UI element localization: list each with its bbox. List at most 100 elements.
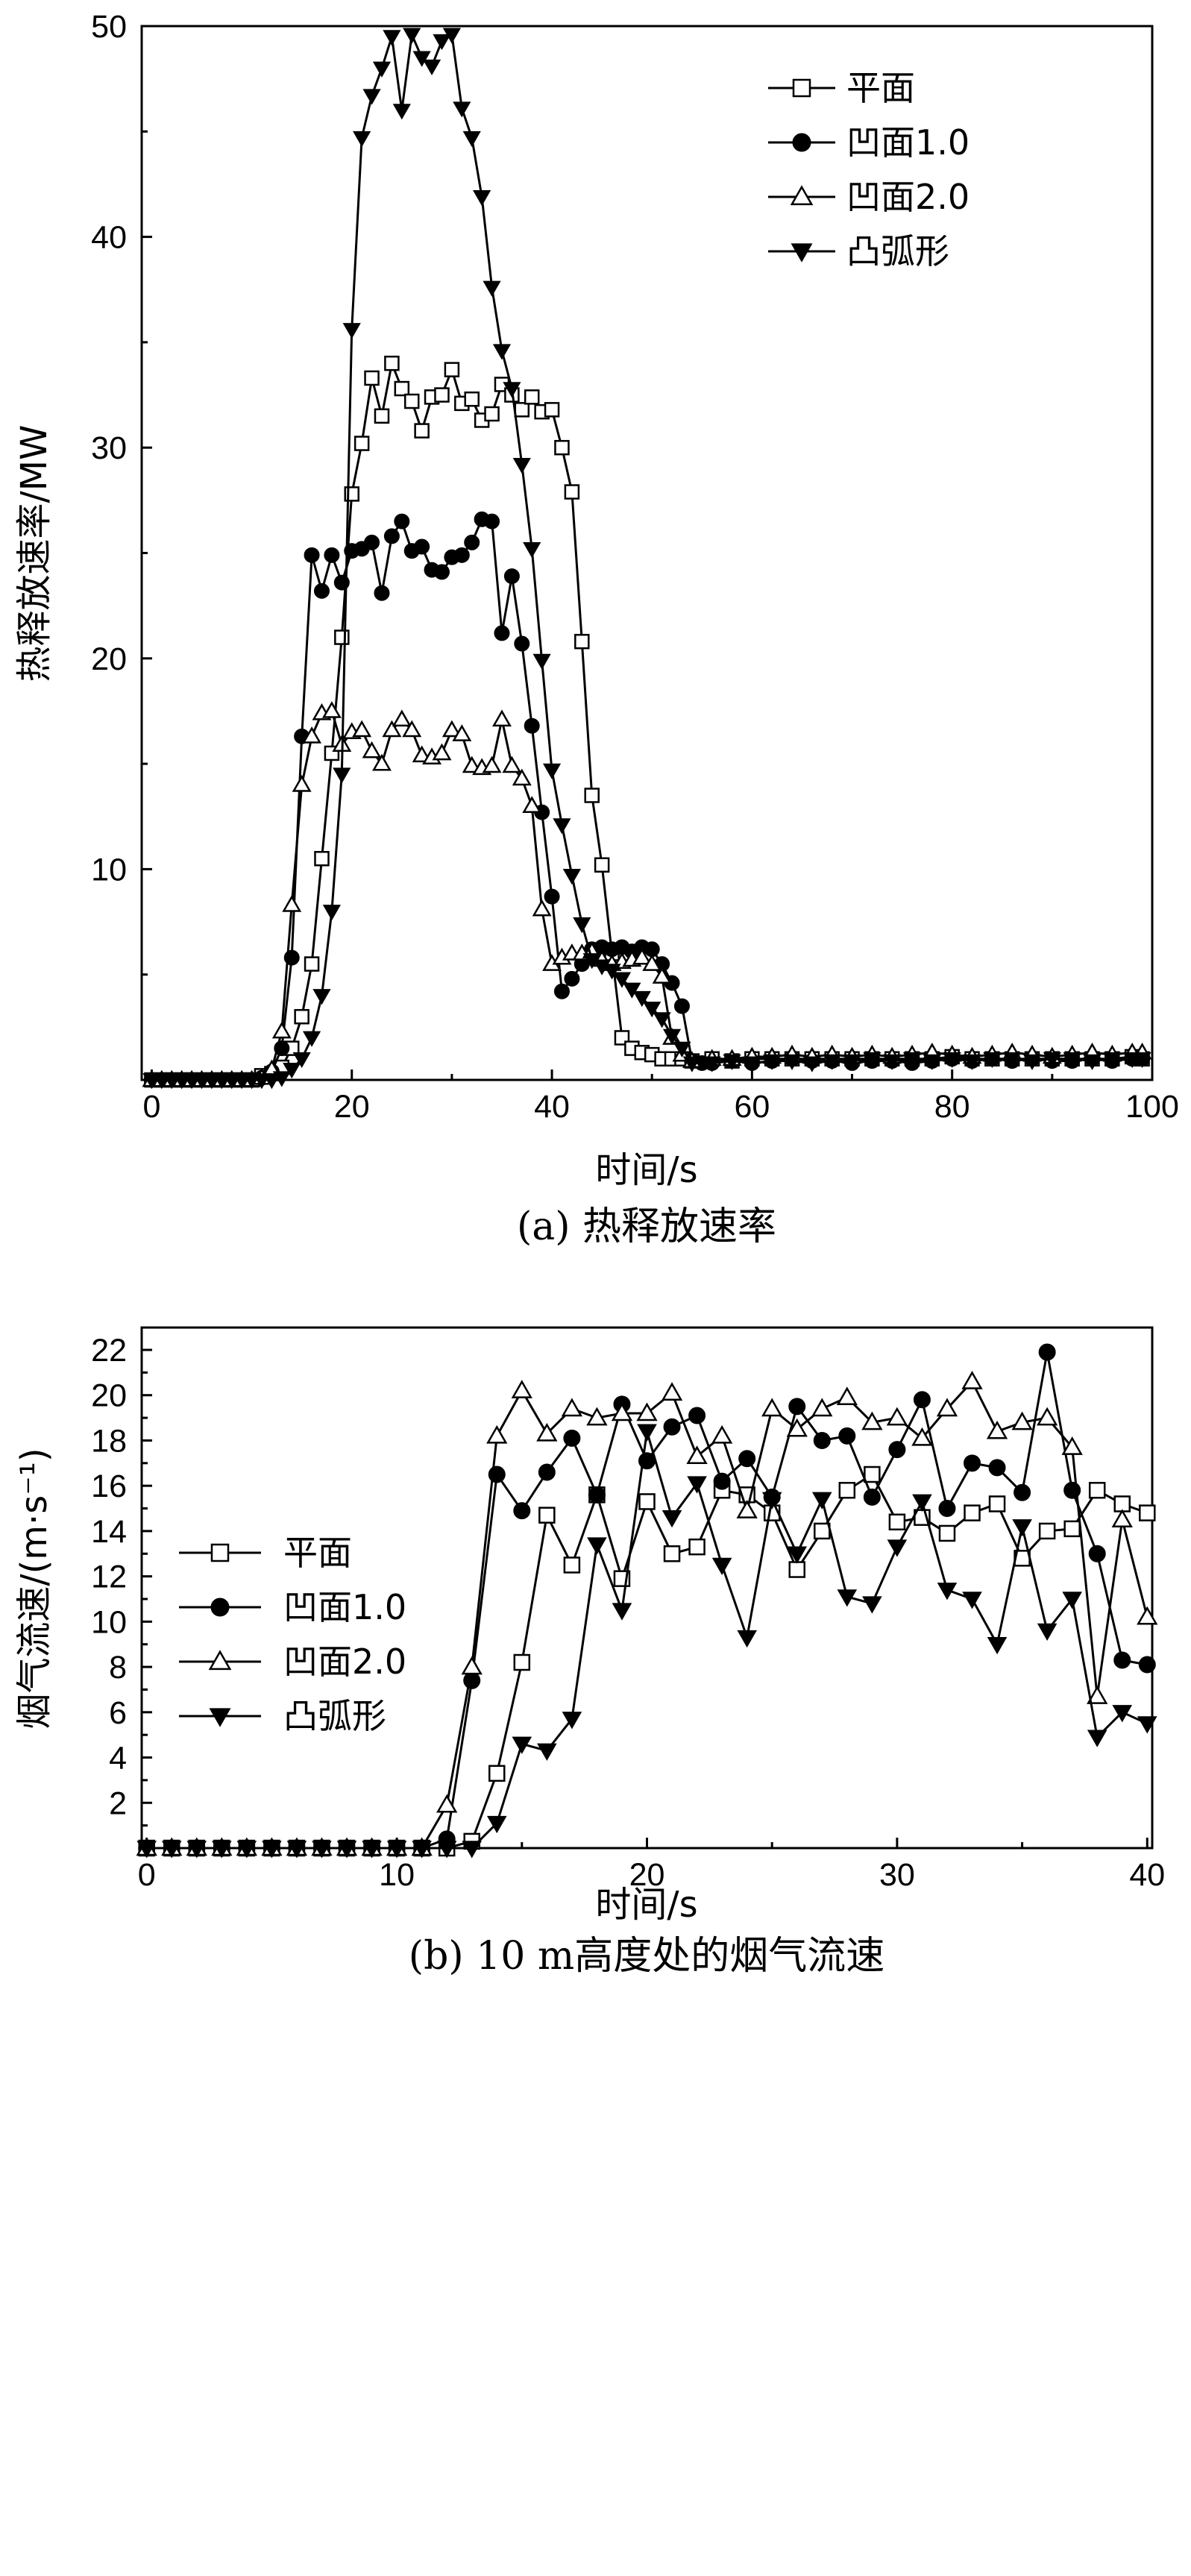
- chart-a-data-point: [473, 190, 491, 207]
- chart-a-data-point: [763, 1054, 782, 1070]
- chart-b-y-tick-label: 20: [91, 1378, 127, 1414]
- chart-a-data-point: [392, 709, 412, 727]
- chart-b-data-point: [788, 1398, 806, 1416]
- chart-a-data-point: [342, 323, 361, 339]
- chart-b-data-point: [386, 1841, 407, 1859]
- chart-b-data-point: [536, 1422, 558, 1442]
- chart-b-data-point: [838, 1427, 856, 1445]
- chart-a-data-point: [453, 547, 470, 563]
- chart-b-data-point: [1139, 1504, 1156, 1521]
- chart-b-data-point: [711, 1424, 733, 1444]
- chart-a-data-point: [312, 989, 331, 1005]
- chart-b-data-point: [513, 1653, 531, 1671]
- chart-a-data-point: [662, 1028, 682, 1045]
- chart-b-y-tick-label: 22: [91, 1333, 127, 1369]
- chart-b-data-point: [1137, 1716, 1157, 1734]
- chart-b-data-point: [862, 1596, 882, 1614]
- chart-a-data-point: [412, 51, 431, 67]
- chart-b-data-point: [988, 1495, 1006, 1512]
- chart-a-data-point: [374, 585, 390, 601]
- chart-b-legend-label: 凹面2.0: [283, 1642, 406, 1682]
- chart-b-data-point: [911, 1427, 933, 1446]
- chart-b-data-point: [436, 1794, 458, 1813]
- chart-a-data-point: [392, 104, 411, 120]
- chart-b-data-point: [236, 1841, 257, 1859]
- chart-b-data-point: [513, 1502, 531, 1520]
- chart-a-data-point: [642, 954, 662, 971]
- chart-a-data-point: [802, 1056, 821, 1072]
- chart-a-data-point: [1083, 1054, 1102, 1070]
- chart-b-y-tick-label: 10: [91, 1604, 127, 1640]
- chart-a-data-point: [542, 763, 562, 779]
- chart-b-data-point: [212, 1841, 232, 1859]
- chart-a-series: [142, 28, 1152, 1090]
- chart-a-data-point: [353, 131, 371, 148]
- chart-b-data-point: [638, 1493, 656, 1510]
- chart-b-y-tick-label: 2: [109, 1785, 127, 1821]
- chart-b-data-point: [186, 1841, 207, 1859]
- chart-b-data-point: [486, 1815, 507, 1834]
- chart-a-data-point: [382, 720, 402, 738]
- chart-b-data-point: [312, 1841, 332, 1859]
- chart-b-data-point: [463, 1671, 481, 1689]
- chart-a-data-point: [963, 1054, 981, 1070]
- chart-b-data-point: [538, 1507, 556, 1524]
- chart-a-data-point: [1063, 1052, 1081, 1069]
- chart-b-data-point: [713, 1472, 731, 1490]
- chart-b-data-point: [836, 1386, 858, 1406]
- chart-a-data-point: [863, 1052, 882, 1069]
- chart-b-data-point: [1063, 1520, 1081, 1538]
- chart-a-data-point: [313, 582, 330, 599]
- chart-b-series: [136, 1343, 1158, 1859]
- chart-b-data-point: [962, 1592, 982, 1609]
- chart-a-series-line: [151, 30, 1143, 1081]
- chart-a-data-point: [564, 970, 580, 987]
- chart-a-data-point: [324, 547, 340, 563]
- chart-a-x-tick-label: 100: [1125, 1089, 1179, 1125]
- chart-a-data-point: [723, 1054, 741, 1070]
- chart-a-legend-label: 平面: [846, 68, 915, 108]
- chart-b-data-point: [1113, 1651, 1131, 1669]
- chart-a-data-point: [441, 720, 462, 738]
- chart-a-data-point: [544, 402, 560, 418]
- chart-b-data-point: [787, 1546, 808, 1564]
- chart-a-data-point: [584, 788, 600, 803]
- chart-b-data-point: [663, 1418, 681, 1436]
- chart-a-data-point: [292, 1052, 311, 1069]
- chart-b-data-point: [811, 1398, 833, 1417]
- chart-a-x-tick-label: 60: [734, 1089, 770, 1125]
- chart-a-data-point: [902, 1052, 922, 1069]
- chart-a-data-point: [573, 917, 591, 934]
- chart-a-data-point: [503, 382, 521, 398]
- chart-a-data-point: [403, 393, 420, 409]
- chart-a-data-point: [514, 402, 530, 418]
- chart-b-x-tick-label: 10: [379, 1857, 415, 1893]
- chart-b-data-point: [863, 1488, 881, 1506]
- chart-a-data-point: [673, 998, 690, 1014]
- chart-a-data-point: [263, 1073, 281, 1090]
- chart-a-data-point: [524, 717, 540, 734]
- chart-b-data-point: [838, 1482, 856, 1499]
- chart-a-x-tick-label: 80: [934, 1089, 970, 1125]
- chart-b-data-point: [512, 1736, 532, 1754]
- chart-b-y-tick-label: 18: [91, 1423, 127, 1459]
- chart-b-x-tick-label: 20: [629, 1857, 665, 1893]
- chart-a-data-point: [372, 753, 392, 771]
- chart-b-data-point: [537, 1743, 557, 1761]
- chart-a-data-point: [632, 947, 652, 965]
- chart-b-data-point: [864, 1466, 881, 1483]
- chart-a-legend-marker: [792, 133, 811, 152]
- chart-a-data-point: [362, 741, 382, 758]
- chart-b-y-tick-label: 12: [91, 1559, 127, 1595]
- chart-a-legend-label: 凹面2.0: [846, 177, 970, 217]
- chart-b-data-point: [1087, 1686, 1108, 1704]
- chart-b-data-point: [1011, 1411, 1033, 1430]
- chart-a-y-tick-label: 20: [91, 641, 127, 677]
- chart-b-data-point: [938, 1524, 956, 1542]
- chart-a-data-point: [782, 1054, 802, 1070]
- chart-a-data-point: [612, 972, 632, 988]
- chart-a-data-point: [464, 534, 480, 550]
- chart-b-data-point: [488, 1765, 506, 1782]
